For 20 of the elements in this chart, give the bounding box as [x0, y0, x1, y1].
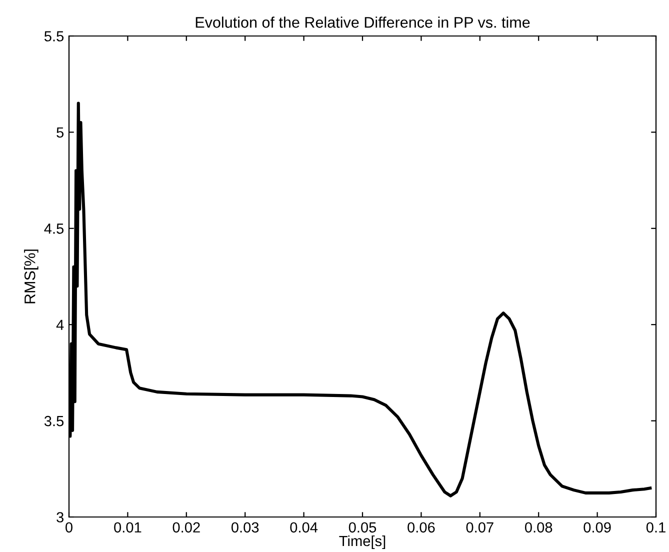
x-tick-label: 0 [66, 522, 72, 533]
y-axis-title: RMS[%] [24, 250, 38, 304]
x-tick-label: 0.05 [348, 522, 376, 533]
y-tick-label: 4.5 [44, 224, 64, 234]
y-tick-label: 4 [56, 320, 64, 330]
y-tick-label: 3.5 [44, 416, 64, 426]
x-tick-label: 0.07 [466, 522, 494, 533]
chart-title: Evolution of the Relative Difference in PP vs. time [196, 16, 530, 28]
x-tick-label: 0.06 [408, 522, 435, 533]
y-tick-label: 5 [56, 127, 64, 138]
x-tick-label: 0.09 [584, 522, 611, 533]
x-tick-label: 0.01 [114, 522, 142, 533]
x-tick-label: 0.08 [524, 522, 552, 533]
x-axis-title: Time[s] [339, 535, 386, 550]
x-tick-label: 0.04 [290, 522, 318, 533]
x-tick-label: 0.02 [172, 522, 200, 533]
x-tick-label: 0.03 [231, 522, 259, 533]
y-tick-label: 5.5 [44, 31, 64, 42]
y-tick-label: 3 [56, 512, 64, 522]
x-tick-label: 0.1 [646, 522, 666, 533]
